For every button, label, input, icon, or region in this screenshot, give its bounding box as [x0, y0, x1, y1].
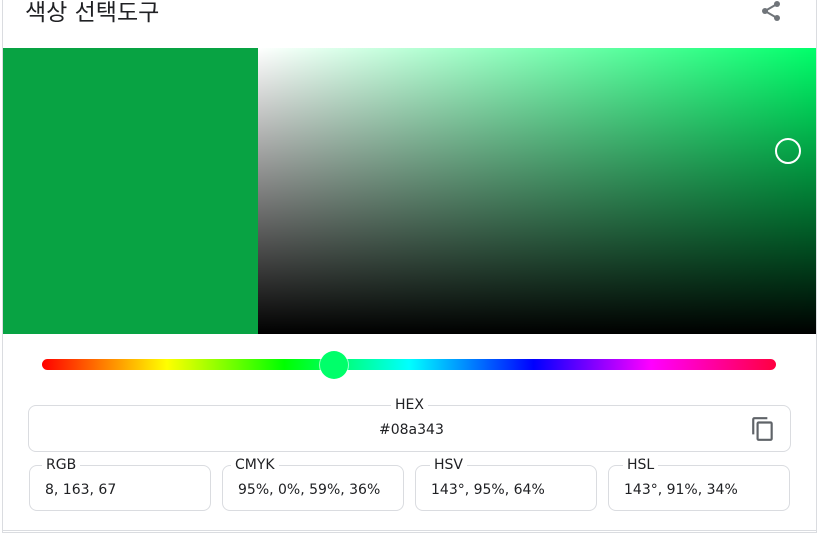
divider: [3, 530, 816, 531]
cmyk-label: CMYK: [231, 456, 279, 474]
copy-icon: [752, 417, 773, 441]
hex-field[interactable]: HEX #08a343: [28, 396, 791, 452]
hsv-value[interactable]: 143°, 95%, 64%: [431, 482, 545, 498]
hue-slider-handle[interactable]: [319, 350, 348, 379]
saturation-value-area[interactable]: [258, 48, 816, 334]
hsl-field[interactable]: HSL 143°, 91%, 34%: [608, 456, 790, 511]
rgb-label: RGB: [42, 456, 81, 474]
share-icon: [762, 1, 780, 21]
selected-color-swatch: [3, 48, 258, 334]
copy-button[interactable]: [748, 414, 778, 444]
color-picker-card: [2, 0, 817, 533]
hex-value[interactable]: #08a343: [379, 422, 444, 438]
rgb-value[interactable]: 8, 163, 67: [45, 482, 117, 498]
rgb-field[interactable]: RGB 8, 163, 67: [29, 456, 211, 511]
page-title: 색상 선택도구: [25, 0, 160, 26]
hsl-label: HSL: [623, 456, 659, 474]
saturation-value-handle[interactable]: [775, 137, 802, 164]
hsl-value[interactable]: 143°, 91%, 34%: [624, 482, 738, 498]
hsv-field[interactable]: HSV 143°, 95%, 64%: [415, 456, 597, 511]
cmyk-value[interactable]: 95%, 0%, 59%, 36%: [238, 482, 381, 498]
hue-slider[interactable]: [42, 350, 776, 379]
hex-label: HEX: [391, 396, 428, 414]
hsv-label: HSV: [430, 456, 467, 474]
cmyk-field[interactable]: CMYK 95%, 0%, 59%, 36%: [222, 456, 404, 511]
share-button[interactable]: [756, 0, 786, 26]
